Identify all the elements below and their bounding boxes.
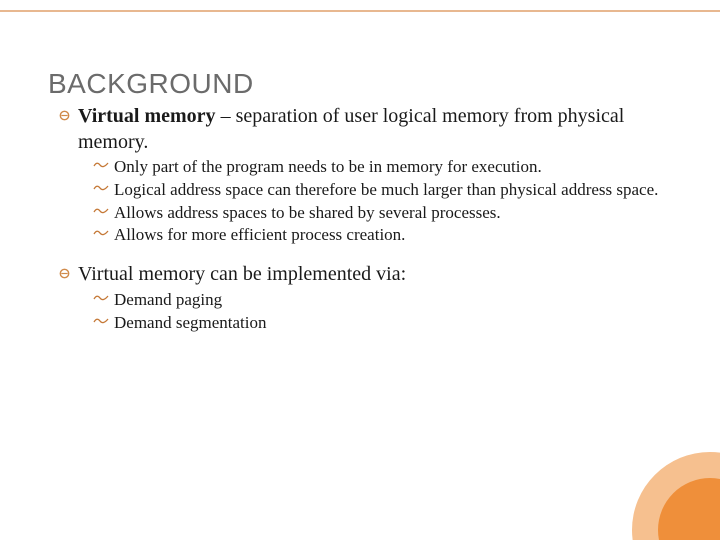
script-bullet-icon (92, 159, 110, 171)
bullet-level2: Allows address spaces to be shared by se… (92, 202, 670, 224)
accent-line (0, 10, 720, 12)
bullet-text: Only part of the program needs to be in … (114, 156, 542, 178)
script-bullet-icon (92, 205, 110, 217)
bullet-level2: Allows for more efficient process creati… (92, 224, 670, 246)
bullet-text: Allows for more efficient process creati… (114, 224, 405, 246)
script-bullet-icon (92, 227, 110, 239)
spacer (48, 246, 670, 260)
top-bar (0, 0, 720, 10)
bullet-level2: Demand paging (92, 289, 670, 311)
bullet-text: Logical address space can therefore be m… (114, 179, 658, 201)
bullet-level2: Only part of the program needs to be in … (92, 156, 670, 178)
script-bullet-icon (92, 315, 110, 327)
bullet-text: Virtual memory – separation of user logi… (78, 104, 670, 155)
circle-bullet-icon (56, 110, 72, 121)
bullet-level2: Demand segmentation (92, 312, 670, 334)
bullet-text: Virtual memory can be implemented via: (78, 262, 406, 288)
slide-title: BACKGROUND (48, 68, 670, 100)
bullet-level1: Virtual memory can be implemented via: (56, 262, 670, 288)
bullet-text: Demand segmentation (114, 312, 267, 334)
script-bullet-icon (92, 182, 110, 194)
corner-decoration (610, 430, 720, 540)
bullet-level1: Virtual memory – separation of user logi… (56, 104, 670, 155)
circle-bullet-icon (56, 268, 72, 279)
bullet-text: Allows address spaces to be shared by se… (114, 202, 501, 224)
slide-container: BACKGROUND Virtual memory – separation o… (0, 0, 720, 540)
bullet-level2: Logical address space can therefore be m… (92, 179, 670, 201)
script-bullet-icon (92, 292, 110, 304)
bold-term: Virtual memory (78, 105, 216, 127)
bullet-text: Demand paging (114, 289, 222, 311)
